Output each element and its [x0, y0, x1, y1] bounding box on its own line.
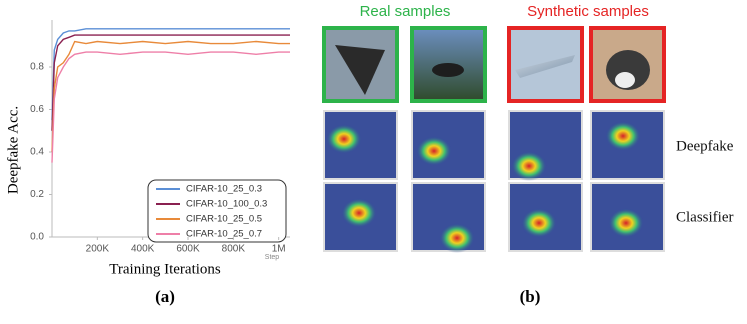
image-grid — [322, 26, 666, 103]
heatmap-spot — [521, 208, 557, 238]
legend-label: CIFAR-10_25_0.3 — [186, 184, 262, 195]
heatmap-spot — [511, 151, 547, 181]
row-label: Deepfake — [676, 138, 734, 154]
x-tick-label: 600K — [176, 244, 200, 255]
x-tick-label: 400K — [131, 244, 155, 255]
x-tick-label: 1M — [272, 244, 286, 255]
image-content — [515, 55, 575, 78]
y-tick-label: 0.6 — [30, 104, 44, 115]
heatmap-spot — [605, 121, 641, 151]
series-line — [51, 40, 290, 153]
y-axis-label: Deepfake Acc. — [5, 106, 21, 194]
caption: (b) — [520, 287, 541, 306]
heatmap-spot — [341, 198, 377, 228]
series-line — [51, 34, 290, 131]
caption: (a) — [155, 287, 175, 306]
legend-label: CIFAR-10_100_0.3 — [186, 199, 267, 210]
y-tick-label: 0.2 — [30, 189, 44, 200]
row-label: Classifier — [676, 209, 734, 225]
x-axis-label: Training Iterations — [109, 261, 221, 277]
heading: Real samples — [360, 3, 451, 20]
annotation: Step — [265, 254, 280, 261]
series-line — [51, 51, 290, 163]
legend-label: CIFAR-10_25_0.7 — [186, 229, 262, 240]
heatmap-spot — [608, 208, 644, 238]
legend-label: CIFAR-10_25_0.5 — [186, 214, 262, 225]
x-tick-label: 200K — [86, 244, 110, 255]
image-content — [615, 72, 635, 88]
x-tick-label: 800K — [222, 244, 246, 255]
series-line — [51, 28, 290, 121]
heatmap-image — [590, 182, 665, 252]
image — [322, 26, 399, 103]
heatmap-image — [323, 182, 398, 252]
heatmap-spot — [326, 124, 362, 154]
image-content — [335, 45, 385, 95]
heatmap-spot — [416, 136, 452, 166]
heatmap-spot — [439, 223, 475, 253]
image-content — [432, 63, 464, 77]
y-tick-label: 0.8 — [30, 62, 44, 73]
y-tick-label: 0.0 — [30, 232, 44, 243]
heading: Synthetic samples — [527, 3, 649, 20]
y-tick-label: 0.4 — [30, 147, 44, 158]
legend — [147, 179, 287, 243]
